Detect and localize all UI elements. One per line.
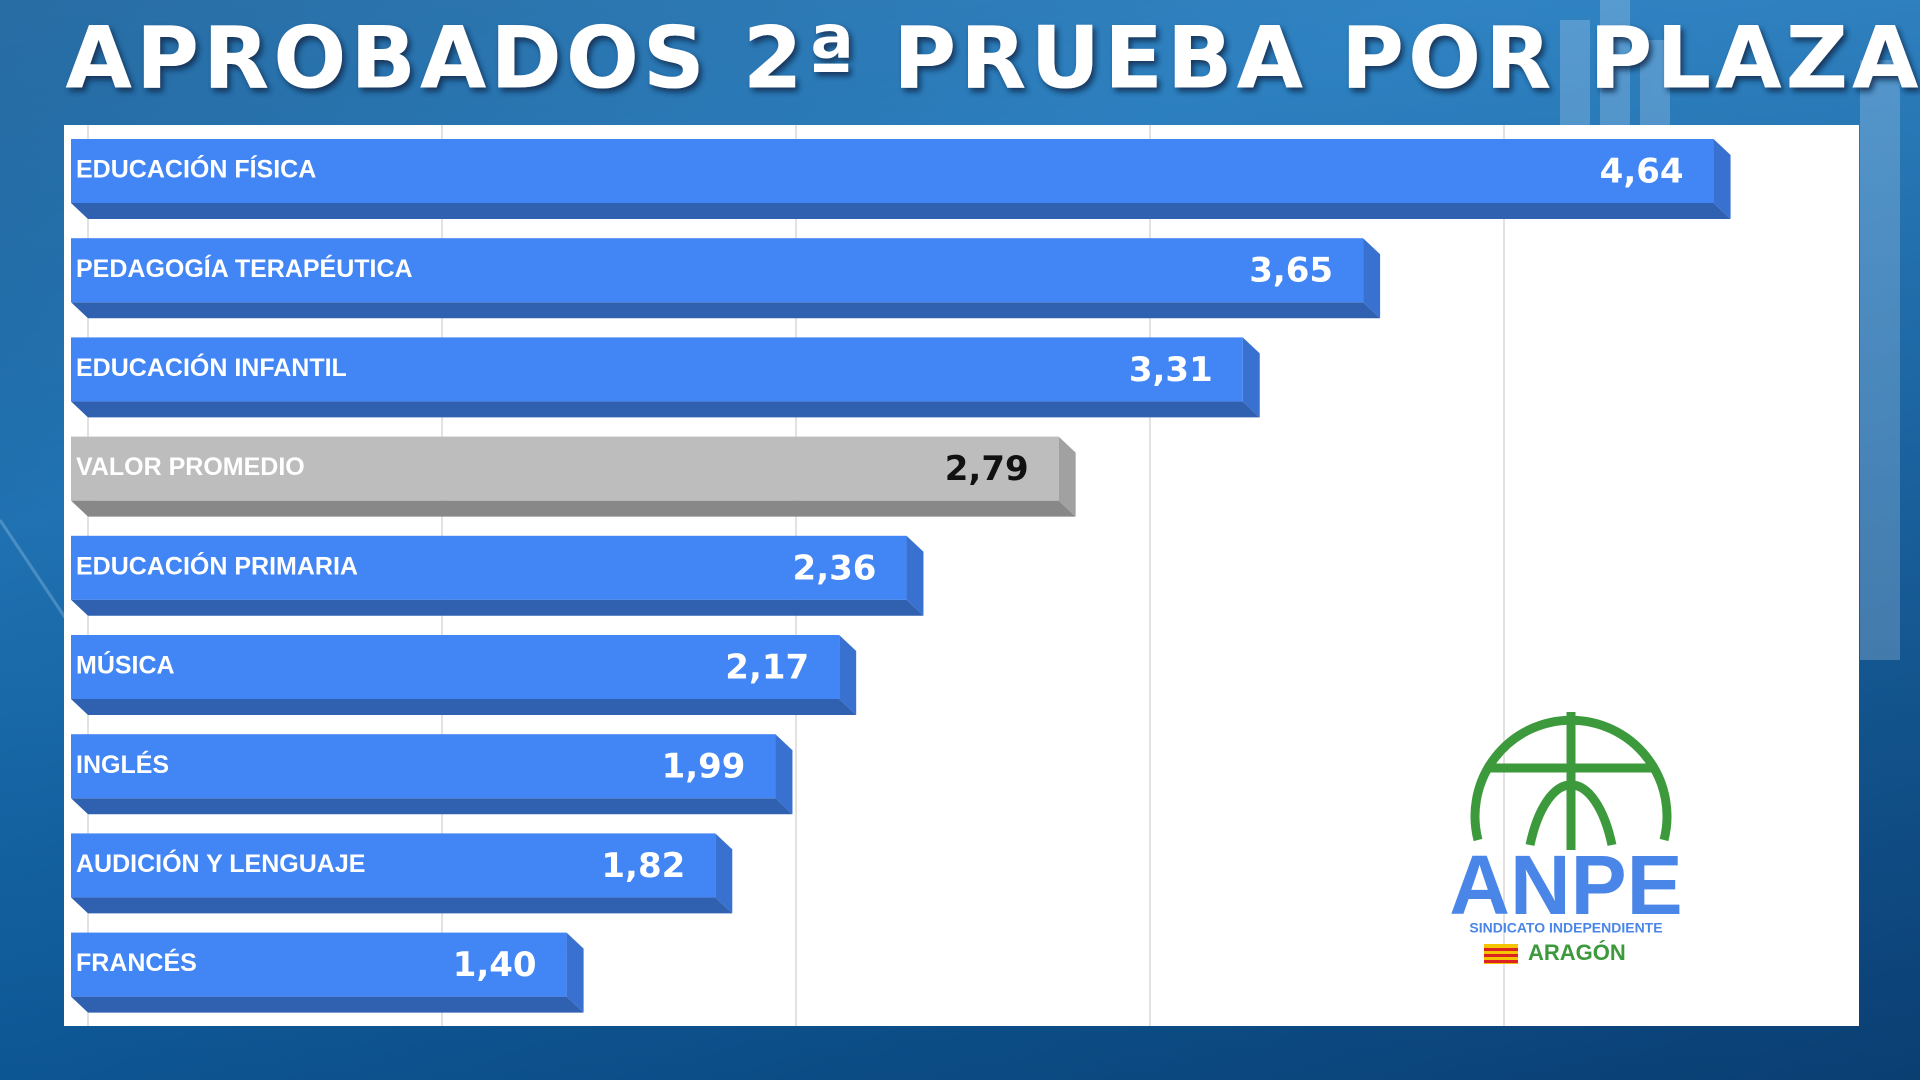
value-label: 3,65 [1249,251,1333,291]
category-label: EDUCACIÓN PRIMARIA [76,550,358,580]
bar-bottom [71,996,584,1013]
bar [71,635,840,699]
bar-bottom [71,302,1381,319]
value-label: 4,64 [1600,152,1684,192]
category-label: VALOR PROMEDIO [76,453,305,481]
logo-globe [1470,712,1672,850]
value-label: 1,40 [453,945,537,985]
bar [71,535,907,600]
bar-side [1713,139,1731,219]
category-label: INGLÉS [76,750,169,779]
bar [71,734,776,799]
bar-bottom [71,897,733,914]
value-label: 2,36 [793,548,877,588]
value-label: 2,79 [945,449,1029,489]
bar [71,436,1059,501]
bar [71,833,716,898]
bar-bottom [71,203,1731,219]
bar [71,337,1243,402]
category-label: FRANCÉS [76,948,197,977]
bar [71,238,1364,303]
bar-bottom [71,401,1260,418]
bar-side [1363,238,1381,319]
category-label: EDUCACIÓN FÍSICA [76,154,316,184]
logo-name: ANPE [1449,838,1682,932]
bar-bottom [71,599,924,616]
category-label: PEDAGOGÍA TERAPÉUTICA [76,254,413,283]
category-label: MÚSICA [76,650,175,680]
bar-bottom [71,500,1076,517]
logo-flag [1484,944,1518,964]
bar-bottom [71,699,857,715]
logo-region: ARAGÓN [1528,940,1626,965]
logo-subtitle: SINDICATO INDEPENDIENTE [1469,920,1662,936]
bar-bottom [71,798,793,815]
logo: ANPE SINDICATO INDEPENDIENTE ARAGÓN [1449,712,1683,965]
value-label: 1,99 [662,747,746,787]
bar [71,139,1714,203]
category-label: AUDICIÓN Y LENGUAJE [76,848,365,878]
bar-side [715,833,733,914]
bar [71,932,567,997]
bar-side [566,932,584,1013]
background-decor [0,0,1900,701]
chart-title: APROBADOS 2ª PRUEBA POR PLAZA [65,8,1920,108]
value-label: 3,31 [1129,350,1213,390]
bar-side [1242,337,1260,418]
bar-side [775,734,793,815]
bar-side [1058,436,1076,517]
value-label: 1,82 [601,846,685,886]
bar-side [906,535,924,616]
category-label: EDUCACIÓN INFANTIL [76,352,347,382]
bar-side [839,635,857,715]
value-label: 2,17 [725,648,809,688]
